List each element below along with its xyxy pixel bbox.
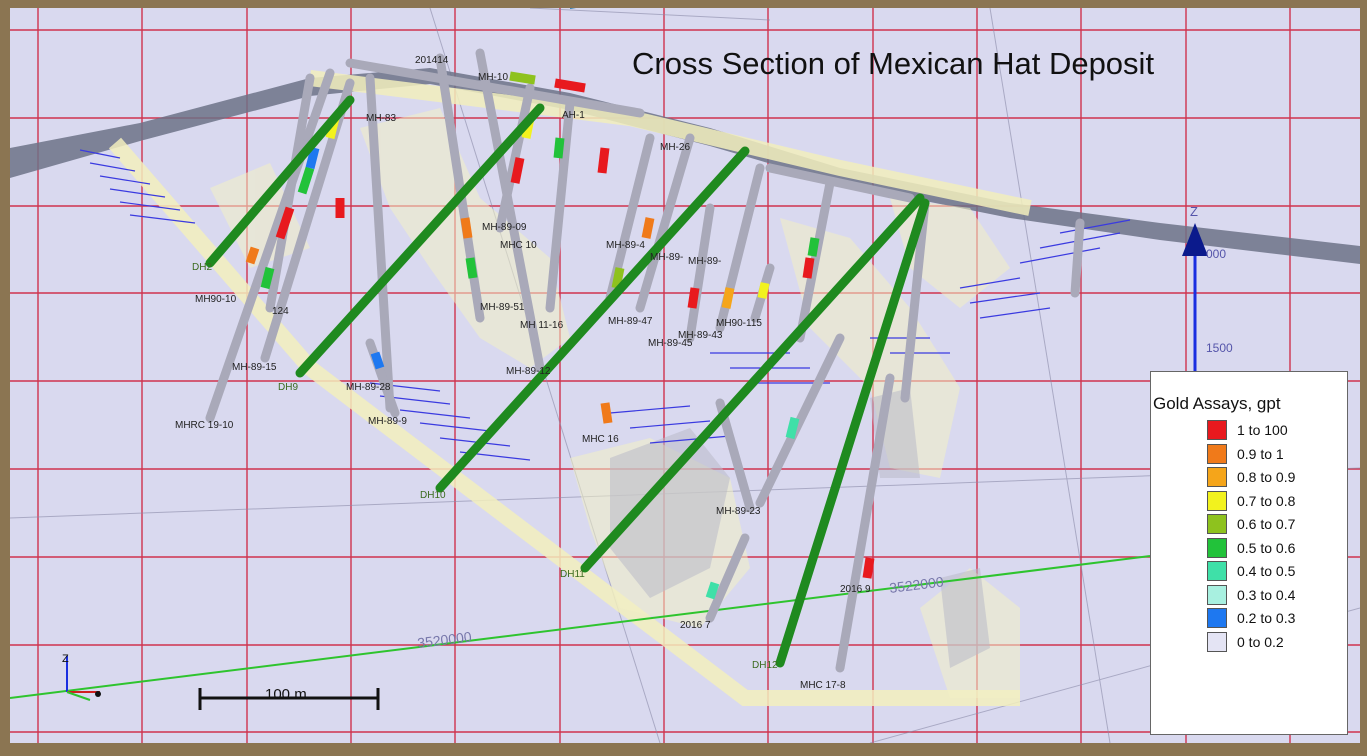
hole-label: MHC 17-8	[800, 680, 846, 691]
z-axis-arrow-icon	[1182, 223, 1208, 256]
hole-label: MHC 10	[500, 240, 537, 251]
dh-label: DH10	[420, 490, 446, 501]
hole-label: MH-89-15	[232, 362, 277, 373]
legend-label: 0.2 to 0.3	[1237, 610, 1296, 626]
elevation-label: 1500	[1206, 341, 1233, 355]
hole-label: DH2	[192, 262, 212, 273]
hole-label: 2016 7	[680, 620, 711, 631]
legend-label: 0.7 to 0.8	[1237, 492, 1296, 509]
hole-label: MH 11-16	[520, 320, 564, 331]
cross-section-scene: 201414 MH-10 MH-83 AH-1 MH-26 MH-89-09 M…	[10, 8, 1360, 743]
hole-label: MH-89-9	[368, 416, 407, 427]
dh-label: DH9	[278, 382, 298, 393]
hole-label: MH-89-12	[506, 366, 551, 377]
hole-label: 124	[272, 306, 289, 317]
hole-labels: 201414 MH-10 MH-83 AH-1 MH-26 MH-89-09 M…	[175, 55, 871, 691]
z-axis-label: Z	[1190, 204, 1198, 219]
dh-label: DH12	[752, 660, 778, 671]
hole-label: MH-89-09	[482, 222, 527, 233]
scale-bar	[198, 688, 380, 710]
hole-label: MH90-115	[716, 318, 762, 329]
orientation-triad-icon: Z	[62, 653, 101, 701]
hole-label: MH-83	[366, 113, 396, 124]
legend-swatch	[1207, 490, 1227, 511]
legend-swatch	[1207, 420, 1227, 440]
triad-z-label: Z	[62, 653, 69, 665]
scale-bar-label: 100 m	[265, 686, 307, 703]
legend-title: Gold Assays, gpt	[1153, 394, 1281, 413]
northing-line	[10, 555, 1151, 699]
legend-swatch	[1207, 584, 1227, 605]
hole-label: MH-89-4	[606, 240, 645, 251]
legend-label: 0.8 to 0.9	[1237, 469, 1296, 485]
northing-label: 3522000	[888, 573, 944, 596]
legend-swatch	[1207, 608, 1227, 628]
hole-label: MH-89-	[688, 256, 721, 267]
legend-label: 0.5 to 0.6	[1237, 539, 1296, 556]
hole-label: MHC 16	[582, 434, 619, 445]
legend-label: 0.6 to 0.7	[1237, 516, 1296, 532]
dh-labels: DH9 DH10 DH11 DH12	[278, 382, 778, 671]
elevation-label: 000	[1206, 247, 1226, 261]
legend: Gold Assays, gpt 1 to 100 0.9 to 1 0.8 to …	[1150, 371, 1348, 735]
section-traces	[79, 149, 1131, 461]
hole-label: MH-89-43	[678, 330, 723, 341]
hole-label: MH-89-	[650, 252, 683, 263]
page-title: Cross Section of Mexican Hat Deposit	[632, 46, 1155, 81]
legend-label: 1 to 100	[1237, 422, 1288, 438]
legend-swatch	[1207, 467, 1227, 487]
hole-label: MH-26	[660, 142, 690, 153]
hole-label: 2016 9	[840, 584, 871, 595]
hole-label: MHRC 19-10	[175, 420, 234, 431]
northing-label: 3520000	[416, 628, 472, 651]
hole-label: MH-89-23	[716, 506, 761, 517]
hole-label: MH90-10	[195, 294, 237, 305]
legend-swatch	[1207, 561, 1227, 581]
hole-label: MH-89-45	[648, 338, 693, 349]
hole-label: MH-10	[478, 72, 508, 83]
legend-label: 0.9 to 1	[1237, 445, 1284, 462]
legend-swatch	[1207, 537, 1227, 558]
dh-drill-traces	[205, 95, 930, 668]
legend-swatch	[1207, 514, 1227, 534]
hole-label: MH-89-28	[346, 382, 391, 393]
legend-label: 0.3 to 0.4	[1237, 586, 1296, 603]
hole-label: AH-1	[562, 110, 585, 121]
hole-label: MH-89-51	[480, 302, 525, 313]
legend-swatch	[1207, 443, 1227, 464]
hole-label: 201414	[415, 55, 449, 66]
topographic-surface	[10, 68, 1360, 264]
legend-label: 0 to 0.2	[1237, 633, 1284, 650]
legend-swatch	[1207, 631, 1227, 652]
dh-label: DH11	[560, 569, 585, 580]
3d-viewport[interactable]: 201414 MH-10 MH-83 AH-1 MH-26 MH-89-09 M…	[10, 8, 1360, 743]
legend-label: 0.4 to 0.5	[1237, 563, 1296, 579]
hole-label: MH-89-47	[608, 316, 653, 327]
